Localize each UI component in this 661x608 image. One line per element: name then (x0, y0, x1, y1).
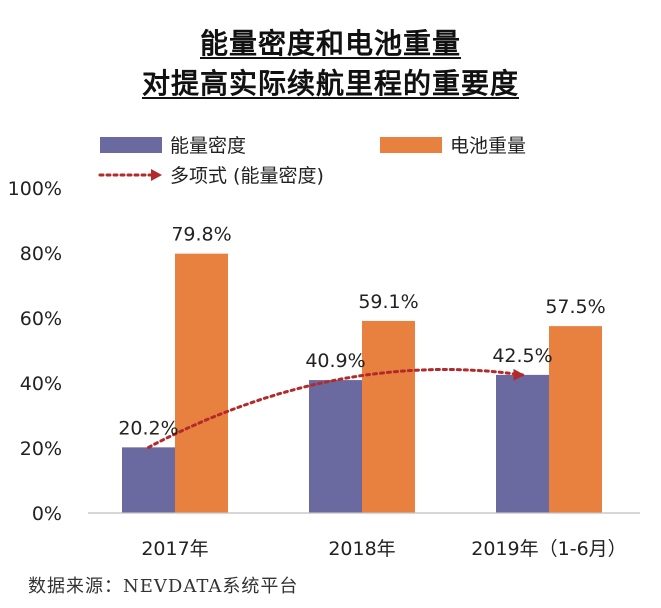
x-tick-label: 2019年（1-6月） (471, 538, 626, 560)
bar-energy-density (496, 374, 549, 513)
data-labels: 20.2% 40.9% 42.5% 79.8% 59.1% 57.5% (118, 224, 605, 440)
y-tick-label: 0% (32, 503, 62, 525)
x-tick-label: 2018年 (328, 538, 395, 560)
chart-title-line-1: 能量密度和电池重量 (199, 27, 461, 60)
bar-battery-weight (549, 326, 602, 513)
bar-energy-density (309, 380, 362, 513)
legend-swatch-battery-weight (380, 137, 442, 153)
y-axis: 0% 20% 40% 60% 80% 100% (8, 178, 62, 525)
data-label: 20.2% (118, 417, 178, 439)
legend-label-battery-weight: 电池重量 (450, 135, 526, 157)
data-label: 59.1% (358, 291, 418, 313)
x-tick-label: 2017年 (141, 538, 208, 560)
data-label: 79.8% (171, 224, 231, 246)
trendline-arrowhead (513, 368, 525, 381)
x-axis: 2017年 2018年 2019年（1-6月） (88, 512, 640, 560)
legend-trendline-arrow (151, 169, 162, 181)
data-label: 57.5% (545, 296, 605, 318)
y-tick-label: 60% (20, 308, 62, 330)
bars (122, 253, 602, 513)
trendline (147, 368, 525, 449)
y-tick-label: 80% (20, 243, 62, 265)
bar-energy-density (122, 447, 175, 513)
chart-title-line-2: 对提高实际续航里程的重要度 (141, 67, 519, 100)
legend-label-energy-density: 能量密度 (170, 135, 246, 157)
data-label: 40.9% (305, 350, 365, 372)
data-label: 42.5% (492, 345, 552, 367)
y-tick-label: 40% (20, 373, 62, 395)
trendline-path (147, 368, 524, 449)
y-tick-label: 100% (8, 178, 62, 200)
bar-battery-weight (175, 253, 228, 513)
y-tick-label: 20% (20, 438, 62, 460)
legend-swatch-energy-density (100, 137, 162, 153)
bar-battery-weight (362, 320, 415, 513)
source-note: 数据来源：NEVDATA系统平台 (28, 576, 299, 597)
legend-label-trendline: 多项式 (能量密度) (170, 165, 324, 187)
